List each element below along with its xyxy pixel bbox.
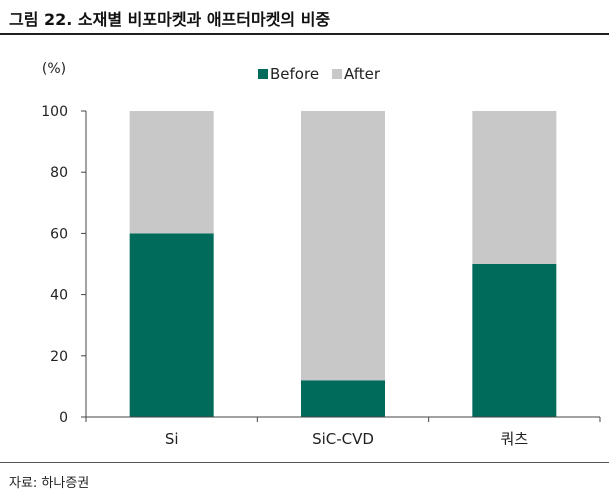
x-tick-label: SiC-CVD [312,430,374,448]
x-axis: Si SiC-CVD 쿼츠 [85,416,601,448]
y-tick-label: 80 [50,165,68,181]
x-tick-label: 쿼츠 [501,430,529,448]
x-tick-label: Si [165,430,179,448]
bar-after-1 [301,111,385,381]
title-divider [0,33,609,35]
source-divider [0,462,609,463]
legend-label-before: Before [270,65,319,83]
stacked-bar-chart: (%) Before After 0 20 40 60 80 100 Si SiC-CVD 쿼츠 [41,61,601,448]
legend-label-after: After [344,65,381,83]
bar-before-1 [301,380,385,417]
legend: Before After [258,65,381,83]
bar-before-0 [129,233,214,417]
legend-swatch-before [258,69,268,79]
y-tick-label: 20 [50,349,68,365]
y-axis: 0 20 40 60 80 100 [41,104,87,426]
source-note: 자료: 하나증권 [9,476,90,491]
y-tick-label: 100 [41,104,68,120]
y-tick-label: 0 [59,410,68,426]
bar-after-2 [472,111,557,264]
bar-before-2 [472,264,557,417]
y-unit-label: (%) [42,61,66,77]
y-tick-label: 60 [50,226,68,242]
y-tick-label: 40 [50,288,68,304]
figure-title: 그림 22. 소재별 비포마켓과 애프터마켓의 비중 [9,10,331,29]
legend-swatch-after [332,69,343,79]
bars-group [129,111,557,417]
bar-after-0 [129,111,214,234]
